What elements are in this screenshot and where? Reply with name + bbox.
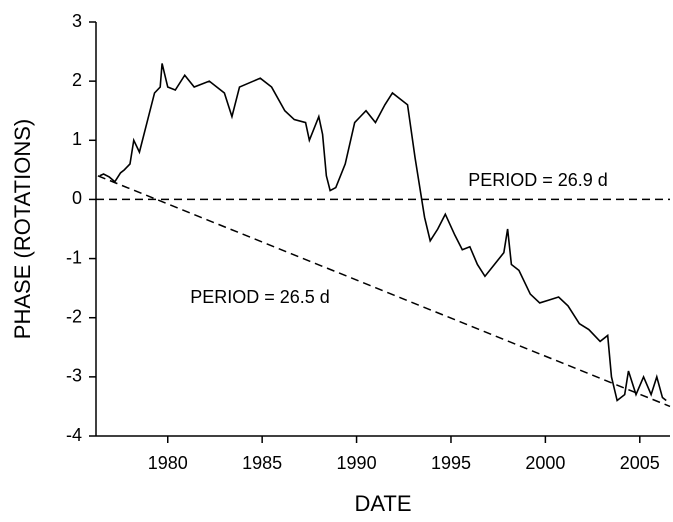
x-tick-label: 2000 bbox=[525, 453, 565, 473]
x-tick-label: 1990 bbox=[337, 453, 377, 473]
annotation: PERIOD = 26.5 d bbox=[190, 287, 330, 307]
x-tick-label: 1995 bbox=[431, 453, 471, 473]
y-axis-label: PHASE (ROTATIONS) bbox=[10, 119, 35, 339]
annotation: PERIOD = 26.9 d bbox=[468, 170, 608, 190]
y-tick-label: 2 bbox=[72, 70, 82, 90]
y-tick-label: -1 bbox=[66, 247, 82, 267]
reference-line bbox=[97, 175, 671, 408]
data-line bbox=[99, 63, 667, 402]
x-tick-label: 1980 bbox=[148, 453, 188, 473]
y-tick-label: -3 bbox=[66, 366, 82, 386]
y-tick-label: 3 bbox=[72, 11, 82, 31]
y-tick-label: 1 bbox=[72, 129, 82, 149]
x-axis-label: DATE bbox=[354, 491, 411, 516]
x-tick-label: 1985 bbox=[242, 453, 282, 473]
y-tick-label: -2 bbox=[66, 306, 82, 326]
y-tick-label: 0 bbox=[72, 188, 82, 208]
y-tick-label: -4 bbox=[66, 425, 82, 445]
x-tick-label: 2005 bbox=[620, 453, 660, 473]
